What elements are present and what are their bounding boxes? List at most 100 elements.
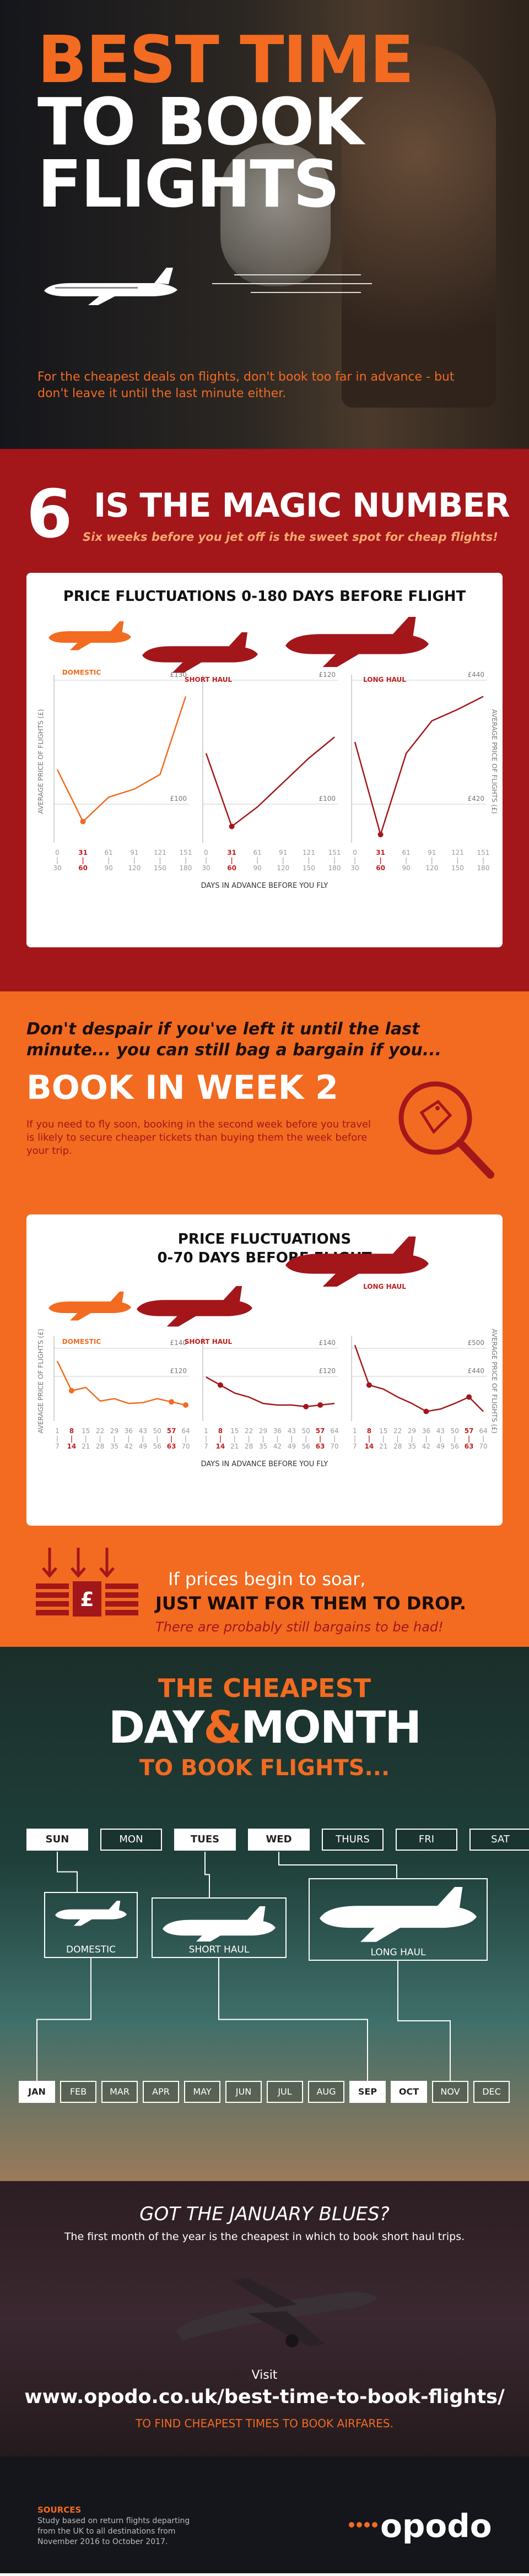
- cheapest-month: MONTH: [241, 1702, 422, 1753]
- hero-title-line1: BEST TIME: [37, 21, 414, 97]
- y-label-bottom: £100: [319, 795, 336, 802]
- x-tick-sep: |: [379, 856, 381, 864]
- x-tick-sep: |: [454, 1435, 456, 1442]
- x-tick-label: 8: [367, 1427, 371, 1435]
- sources-text: Study based on return flights departing …: [37, 2517, 190, 2546]
- plane-icon: [285, 1254, 429, 1274]
- x-tick-label: 36: [422, 1427, 430, 1435]
- x-tick-sep: |: [397, 1435, 399, 1442]
- visit-label: Visit: [251, 2368, 278, 2382]
- type-label: LONG HAUL: [370, 1947, 426, 1958]
- cheapest-section: THE CHEAPEST DAY&MONTH TO BOOK FLIGHTS..…: [0, 1647, 529, 2181]
- connector: [278, 1852, 397, 1878]
- type-box-0: DOMESTIC: [44, 1892, 138, 1958]
- drop-line1: If prices begin to soar,: [168, 1569, 366, 1590]
- plane-icon: [137, 1300, 252, 1316]
- month-feb: FEB: [60, 2081, 96, 2103]
- series-line: [205, 736, 335, 828]
- x-tick-label: 15: [379, 1427, 387, 1435]
- data-point: [317, 1402, 323, 1408]
- site-link[interactable]: www.opodo.co.uk/best-time-to-book-flight…: [24, 2386, 505, 2408]
- chart2-svg: £140£120DOMESTIC1|78|1415|2122|2829|3536…: [37, 1237, 498, 1468]
- x-tick-sep: |: [219, 1435, 222, 1442]
- x-tick-label: 30: [350, 864, 359, 872]
- data-point: [303, 1403, 309, 1409]
- day-mon: MON: [100, 1829, 162, 1851]
- x-tick-label: 150: [303, 864, 315, 872]
- x-tick-sep: |: [319, 1435, 321, 1442]
- x-tick-label: 90: [402, 864, 411, 872]
- cheapest-day: DAY: [108, 1702, 205, 1753]
- y-axis-title-right: AVERAGE PRICE OF FLIGHTS (£): [490, 709, 498, 814]
- x-tick-label: 49: [288, 1442, 296, 1450]
- x-tick-label: 121: [451, 849, 464, 856]
- y-axis-title-left: AVERAGE PRICE OF FLIGHTS (£): [37, 709, 45, 814]
- month-jan: JAN: [19, 2081, 55, 2103]
- hero-title-line2: TO BOOK: [37, 84, 364, 160]
- month-apr: APR: [143, 2081, 179, 2103]
- month-nov: NOV: [432, 2081, 468, 2103]
- x-tick-label: 91: [428, 849, 436, 856]
- x-tick-label: 61: [402, 849, 411, 856]
- price-drop-icon: £: [36, 1548, 138, 1617]
- x-tick-label: 60: [227, 864, 236, 872]
- data-point: [169, 1399, 175, 1405]
- x-tick-label: 15: [82, 1427, 90, 1435]
- x-tick-label: 7: [353, 1442, 357, 1450]
- x-tick-label: 64: [479, 1427, 487, 1435]
- x-tick-label: 150: [154, 864, 166, 872]
- x-tick-label: 49: [139, 1442, 147, 1450]
- logo-dots-icon: [349, 2522, 377, 2528]
- airplane-window: [220, 143, 331, 286]
- traveller-photo: [342, 44, 496, 408]
- x-tick-sep: |: [262, 1435, 264, 1442]
- connector: [57, 1852, 78, 1892]
- sources-label: SOURCES: [37, 2505, 82, 2515]
- week2-section: Don't despair if you've left it until th…: [0, 991, 529, 1647]
- book-week2-title: BOOK IN WEEK 2: [26, 1069, 338, 1107]
- january-section: GOT THE JANUARY BLUES? The first month o…: [0, 2181, 529, 2456]
- x-tick-sep: |: [99, 1435, 101, 1442]
- month-sep: SEP: [349, 2081, 386, 2103]
- y-label-top: £120: [319, 671, 336, 679]
- x-tick-sep: |: [482, 856, 484, 864]
- plane-icon: [48, 631, 131, 643]
- x-tick-label: 8: [218, 1427, 223, 1435]
- x-tick-label: 21: [230, 1442, 239, 1450]
- x-tick-label: 1: [353, 1427, 357, 1435]
- x-tick-label: 1: [55, 1427, 60, 1435]
- type-box-2: LONG HAUL: [309, 1878, 488, 1961]
- chart2-panel: PRICE FLUCTUATIONS 0-70 DAYS BEFORE FLIG…: [26, 1214, 503, 1526]
- x-tick-label: 14: [67, 1442, 77, 1450]
- x-tick-label: 29: [408, 1427, 416, 1435]
- x-axis-title: DAYS IN ADVANCE BEFORE YOU FLY: [201, 1460, 328, 1468]
- chart1-title: PRICE FLUCTUATIONS 0-180 DAYS BEFORE FLI…: [63, 588, 466, 605]
- magic-number-section: 6 IS THE MAGIC NUMBER Six weeks before y…: [0, 449, 529, 991]
- cta-text: TO FIND CHEAPEST TIMES TO BOOK AIRFARES.: [136, 2417, 393, 2430]
- hero-section: BEST TIME TO BOOK FLIGHTS For the cheape…: [0, 0, 529, 449]
- x-tick-label: 120: [128, 864, 141, 872]
- x-tick-label: 8: [69, 1427, 74, 1435]
- x-tick-label: 91: [130, 849, 138, 856]
- y-label-top: £440: [467, 671, 484, 679]
- x-tick-label: 29: [110, 1427, 118, 1435]
- x-tick-label: 31: [227, 849, 236, 856]
- x-tick-label: 61: [253, 849, 262, 856]
- series-name: SHORT HAUL: [185, 676, 233, 684]
- pound-sign: £: [80, 1588, 94, 1611]
- x-tick-sep: |: [333, 856, 336, 864]
- month-jul: JUL: [267, 2081, 303, 2103]
- month-may: MAY: [184, 2081, 220, 2103]
- y-label-bottom: £120: [319, 1367, 336, 1375]
- month-aug: AUG: [308, 2081, 344, 2103]
- x-tick-label: 1: [204, 1427, 208, 1435]
- x-tick-label: 29: [259, 1427, 267, 1435]
- x-tick-label: 57: [167, 1427, 176, 1435]
- january-text: The first month of the year is the cheap…: [64, 2231, 465, 2243]
- x-tick-label: 63: [167, 1442, 176, 1450]
- x-tick-sep: |: [82, 856, 84, 864]
- x-tick-label: 151: [477, 849, 490, 856]
- x-tick-sep: |: [185, 1435, 187, 1442]
- x-tick-label: 0: [55, 849, 60, 856]
